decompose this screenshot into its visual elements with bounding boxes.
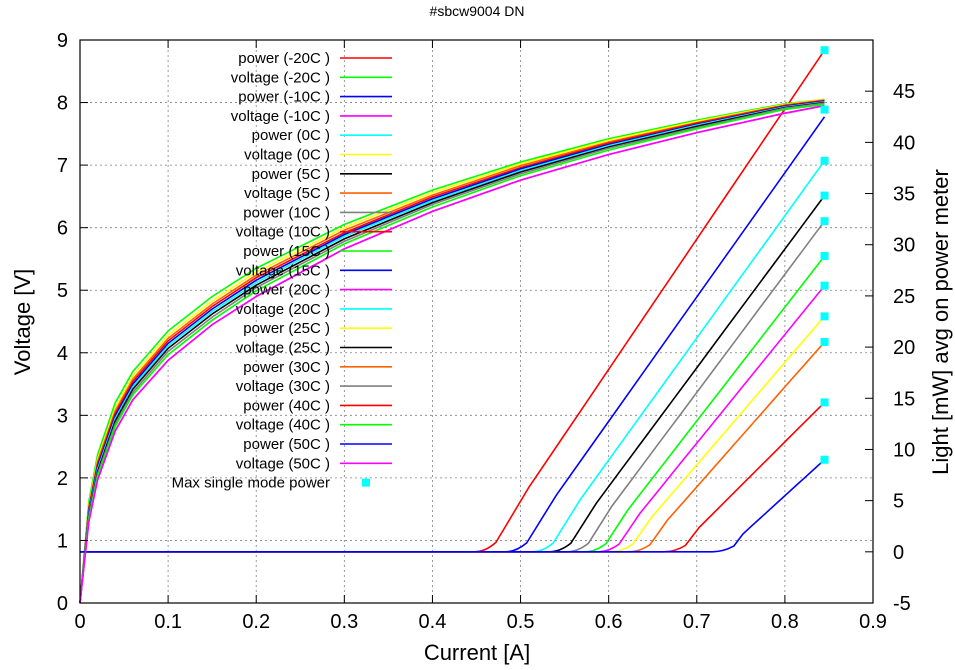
series-line-10 [80, 255, 826, 553]
series-line-17 [79, 102, 825, 604]
y-axis-label: Voltage [V] [10, 269, 35, 375]
legend: power (-20C ) voltage (-20C ) power (-10C … [172, 50, 392, 492]
x-tick-label: 0.6 [595, 611, 623, 633]
series-line-7 [79, 99, 825, 604]
plot-frame [79, 39, 874, 604]
legend-label: voltage (15C ) [236, 262, 330, 279]
legend-label: power (50C ) [243, 436, 330, 453]
series-line-6 [80, 195, 826, 553]
max-power-marker [820, 156, 829, 165]
series-line-14 [80, 315, 826, 553]
legend-label: power (40C ) [243, 397, 330, 414]
legend-label: power (10C ) [243, 204, 330, 221]
chart-title: #sbcw9004 DN [430, 3, 525, 19]
series-line-9 [79, 99, 825, 604]
legend-marker [362, 478, 370, 487]
series-line-1 [79, 98, 825, 604]
y-tick-label: 3 [57, 405, 68, 427]
x-axis-label: Current [A] [424, 640, 530, 665]
series-line-8 [80, 220, 826, 553]
y2-tick-label: 25 [893, 286, 915, 308]
legend-label: power (5C ) [252, 166, 330, 183]
x-tick-label: 0.7 [683, 611, 711, 633]
y2-tick-label: 15 [893, 388, 915, 410]
max-power-marker [820, 191, 829, 200]
series-line-11 [79, 100, 825, 604]
x-tick-label: 0.9 [859, 611, 887, 633]
max-power-marker [820, 398, 829, 407]
legend-label: voltage (5C ) [244, 185, 330, 202]
x-tick-label: 0.8 [771, 611, 799, 633]
series-line-19 [79, 103, 825, 604]
y2-tick-label: 0 [893, 542, 904, 564]
series-line-15 [79, 101, 825, 604]
x-tick-label: 0.5 [507, 611, 535, 633]
max-power-marker [820, 251, 829, 260]
series-line-21 [79, 104, 825, 604]
y2-tick-label: 5 [893, 491, 904, 513]
x-tick-label: 0.4 [419, 611, 447, 633]
x-tick-label: 0.2 [242, 611, 270, 633]
max-power-markers [820, 46, 829, 464]
series-line-5 [79, 98, 825, 604]
y-axis: 0 1 2 3 4 5 6 7 8 9 [57, 30, 88, 615]
legend-label: voltage (40C ) [236, 417, 330, 434]
legend-label: power (-20C ) [238, 50, 330, 67]
y-tick-label: 4 [57, 343, 68, 365]
max-power-marker [820, 46, 829, 55]
series-line-13 [79, 101, 825, 604]
y-tick-label: 0 [57, 593, 68, 615]
max-power-marker [820, 217, 829, 226]
series-group [79, 49, 826, 604]
y2-tick-label: 40 [893, 132, 915, 154]
y2-axis-label: Light [mW] avg on power meter [928, 169, 953, 475]
max-power-marker [820, 281, 829, 290]
legend-label: power (0C ) [252, 127, 330, 144]
max-power-marker [820, 312, 829, 321]
legend-label: voltage (10C ) [236, 224, 330, 241]
legend-label: power (-10C ) [238, 89, 330, 106]
legend-label: voltage (50C ) [236, 455, 330, 472]
legend-label: power (15C ) [243, 243, 330, 260]
y2-tick-label: 10 [893, 439, 915, 461]
legend-label: voltage (20C ) [236, 301, 330, 318]
legend-label: power (25C ) [243, 320, 330, 337]
series-line-4 [80, 160, 826, 553]
y-tick-label: 6 [57, 218, 68, 240]
y2-axis: -5 0 5 10 15 20 25 30 35 40 45 [865, 81, 915, 615]
y2-tick-label: 20 [893, 337, 915, 359]
x-tick-label: 0 [74, 611, 85, 633]
legend-label: voltage (30C ) [236, 378, 330, 395]
series-line-20 [80, 459, 826, 553]
legend-label: Max single mode power [172, 475, 330, 492]
y2-tick-label: -5 [893, 593, 911, 615]
grid [80, 40, 873, 603]
x-axis: 0 0.1 0.2 0.3 0.4 0.5 0.6 0.7 0.8 0.9 [74, 40, 887, 633]
y-tick-label: 5 [57, 280, 68, 302]
max-power-marker [820, 337, 829, 346]
x-tick-label: 0.1 [154, 611, 182, 633]
y-tick-label: 1 [57, 530, 68, 552]
y-tick-label: 8 [57, 93, 68, 115]
legend-label: voltage (25C ) [236, 340, 330, 357]
y-tick-label: 2 [57, 468, 68, 490]
y2-tick-label: 35 [893, 184, 915, 206]
x-tick-label: 0.3 [330, 611, 358, 633]
max-power-marker [820, 455, 829, 464]
y2-tick-label: 45 [893, 81, 915, 103]
legend-label: power (30C ) [243, 359, 330, 376]
legend-label: power (20C ) [243, 282, 330, 299]
legend-label: voltage (-20C ) [231, 69, 330, 86]
legend-label: voltage (-10C ) [231, 108, 330, 125]
legend-label: voltage (0C ) [244, 147, 330, 164]
y-tick-label: 9 [57, 30, 68, 52]
max-power-marker [820, 105, 829, 114]
y2-tick-label: 30 [893, 235, 915, 257]
series-line-3 [79, 104, 825, 604]
y-tick-label: 7 [57, 155, 68, 177]
